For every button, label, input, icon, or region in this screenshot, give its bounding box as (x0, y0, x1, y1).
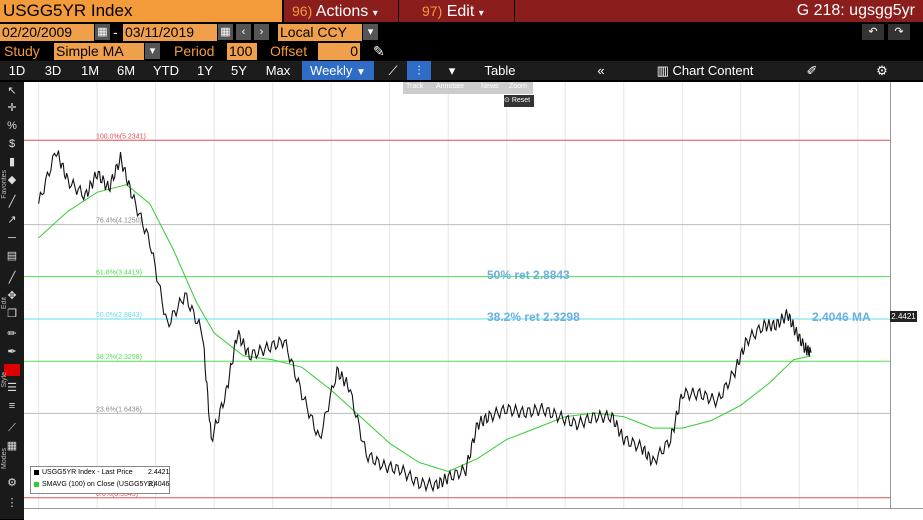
legend-ma-value: 2.4046 (148, 481, 170, 488)
chart-content-button[interactable]: ▥ Chart Content (640, 61, 770, 80)
grid-icon[interactable]: ▦ (6, 440, 18, 452)
legend-price-name: USGG5YR Index - Last Price (42, 469, 133, 476)
left-toolbar: ↖ ✛ % $ ▮ ◆ Favorites ╱ ↗ ─ ▤ ╱ Edit ✥ ❐… (0, 82, 24, 519)
cursor-icon[interactable]: ↖ (7, 85, 17, 97)
tool-popup: Track Annotate News Zoom (403, 82, 533, 94)
color-icon[interactable] (4, 364, 20, 376)
offset-field[interactable]: 0 (318, 43, 360, 60)
menu-bar: 96) Actions ▾ 97) Edit ▾ G 218: ugsgg5yr (284, 0, 923, 22)
date-separator: - (113, 24, 118, 40)
offset-label: Offset (270, 43, 308, 59)
tab-weekly[interactable]: Weekly ▼ (302, 61, 374, 80)
ret50-annotation: 50% ret 2.8843 (487, 268, 570, 282)
next-arrow-icon[interactable]: › (254, 24, 269, 40)
ruler-icon[interactable]: ⟋ (8, 422, 16, 434)
tab-max[interactable]: Max (265, 63, 291, 78)
period-field[interactable]: 100 (227, 43, 257, 60)
calendar-icon[interactable]: ▦ (95, 24, 110, 40)
actions-menu[interactable]: 96) Actions ▾ (292, 0, 392, 22)
chevron-down-icon[interactable]: ▾ (363, 24, 378, 40)
weekly-label: Weekly (310, 63, 353, 78)
edit-menu[interactable]: 97) Edit ▾ (422, 0, 522, 22)
undo-icon[interactable]: ↶ (862, 24, 884, 40)
prev-arrow-icon[interactable]: ‹ (236, 24, 251, 40)
tab-1y[interactable]: 1Y (197, 63, 213, 78)
legend: USGG5YR Index - Last Price 2.4421 SMAVG … (30, 466, 170, 494)
brush-icon[interactable]: ✏ (7, 328, 17, 340)
actions-label: Actions (315, 3, 369, 20)
edit-label: Edit (446, 3, 475, 20)
line-style-icon[interactable]: ☰ (7, 382, 17, 394)
actions-num: 96) (292, 3, 313, 19)
chevron-down-icon[interactable]: ▾ (145, 43, 160, 59)
ma-annotation: 2.4046 MA (812, 310, 871, 324)
line-chart-icon[interactable]: ⟋ (388, 63, 398, 78)
ret382-annotation: 38.2% ret 2.3298 (487, 310, 580, 324)
zoom-button[interactable]: Zoom (509, 83, 527, 90)
reset-icon: ⊙ (504, 97, 510, 104)
legend-price-value: 2.4421 (148, 469, 170, 476)
more-icon[interactable]: ⋮ (6, 497, 18, 509)
legend-swatch-price (34, 470, 39, 475)
annotate-button[interactable]: Annotate (436, 83, 465, 90)
ray-tool-icon[interactable]: ↗ (7, 214, 17, 226)
reset-label: Reset (511, 97, 531, 104)
gear-icon[interactable]: ⚙ (876, 63, 888, 78)
last-value-box: 2.4421 (890, 311, 917, 322)
move-icon[interactable]: ✥ (7, 290, 17, 302)
collapse-icon[interactable]: « (597, 63, 605, 78)
legend-ma-name: SMAVG (100) on Close (USGG5YR) (42, 481, 156, 488)
chart-area[interactable] (24, 82, 890, 508)
tab-1m[interactable]: 1M (80, 63, 100, 78)
line-tool-icon[interactable]: ╱ (8, 196, 16, 208)
tab-6m[interactable]: 6M (116, 63, 136, 78)
period-label: Period (174, 43, 215, 59)
redo-icon[interactable]: ↷ (888, 24, 910, 40)
bars-icon[interactable]: ▮ (8, 156, 16, 168)
chart-content-icon: ▥ (656, 63, 669, 78)
study-select[interactable]: Simple MA (54, 43, 144, 60)
chart-code: G 218: ugsgg5yr (796, 2, 915, 19)
edit-icon[interactable]: ✐ (806, 63, 818, 78)
period-tabs: 1D 3D 1M 6M YTD 1Y 5Y Max Weekly ▼ ⟋ ⫶ ▾… (0, 61, 923, 80)
percent-icon[interactable]: % (7, 120, 17, 132)
crosshair-icon[interactable]: ✛ (7, 102, 17, 114)
chevron-down-icon: ▼ (356, 67, 366, 78)
chart-content-label: Chart Content (672, 63, 754, 78)
tab-ytd[interactable]: YTD (153, 63, 179, 78)
news-button[interactable]: News (481, 83, 499, 90)
x-axis (24, 508, 923, 520)
y-axis (890, 82, 923, 508)
chevron-down-icon: ▾ (372, 8, 378, 19)
modes-label: Modes (1, 448, 8, 470)
table-button[interactable]: Table (484, 63, 516, 78)
tab-1d[interactable]: 1D (8, 63, 26, 78)
reset-button[interactable]: ⊙ Reset (504, 95, 534, 107)
start-date-field[interactable]: 02/20/2009 (0, 24, 94, 41)
thickness-icon[interactable]: ≡ (8, 400, 16, 412)
legend-swatch-ma (34, 482, 39, 487)
tag-icon[interactable]: ◆ (7, 174, 17, 186)
pencil-icon[interactable]: ✎ (373, 43, 385, 59)
draw-tool-icon[interactable]: ╱ (8, 272, 16, 284)
study-label: Study (4, 43, 40, 59)
calendar-icon[interactable]: ▦ (218, 24, 233, 40)
hline-tool-icon[interactable]: ─ (8, 232, 16, 244)
settings-icon[interactable]: ⚙ (7, 477, 17, 489)
tab-3d[interactable]: 3D (44, 63, 62, 78)
favorites-label: Favorites (1, 170, 8, 199)
chevron-down-icon[interactable]: ▾ (448, 63, 456, 78)
pen-icon[interactable]: ✒ (7, 346, 17, 358)
edit-num: 97) (422, 3, 443, 19)
bar-chart-icon[interactable]: ⫶ (407, 61, 431, 80)
chevron-down-icon: ▾ (478, 8, 484, 19)
dollar-icon[interactable]: $ (8, 138, 16, 150)
ticker-field[interactable]: USGG5YR Index (0, 0, 282, 22)
tab-5y[interactable]: 5Y (231, 63, 247, 78)
copy-icon[interactable]: ❐ (7, 308, 17, 320)
channel-tool-icon[interactable]: ▤ (6, 250, 18, 262)
track-button[interactable]: Track (406, 83, 424, 90)
currency-select[interactable]: Local CCY (278, 24, 362, 41)
end-date-field[interactable]: 03/11/2019 (123, 24, 217, 41)
